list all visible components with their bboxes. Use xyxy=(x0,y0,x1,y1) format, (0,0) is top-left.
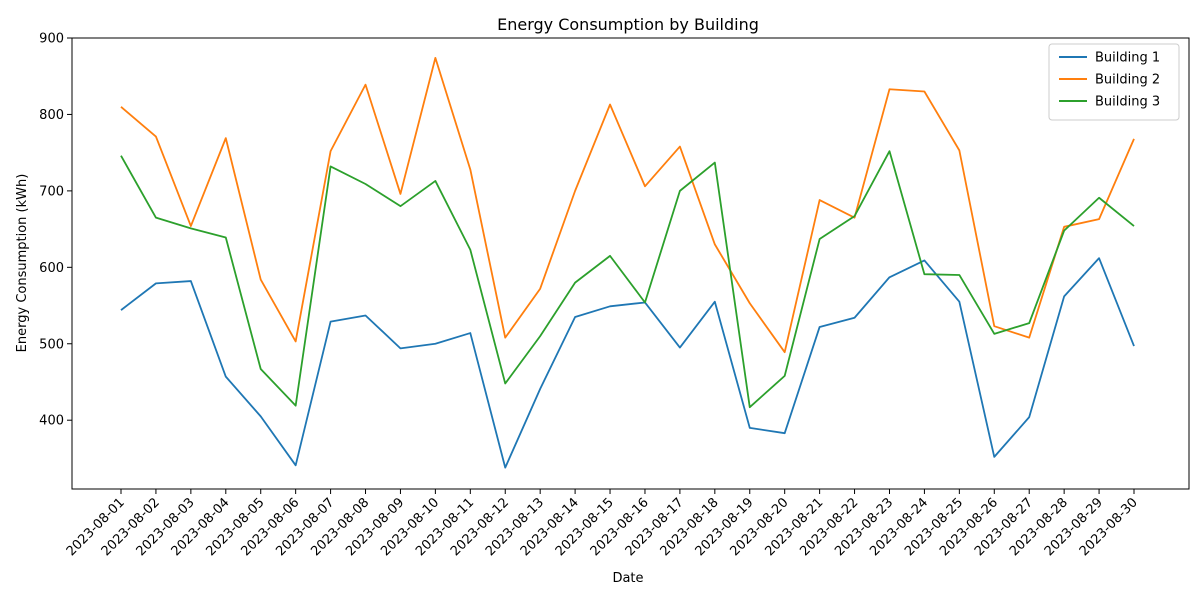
y-tick-label: 400 xyxy=(39,414,64,429)
legend-label: Building 1 xyxy=(1095,51,1160,66)
series-line-building-2 xyxy=(120,56,1135,354)
y-tick-label: 900 xyxy=(39,32,64,47)
legend-label: Building 2 xyxy=(1095,73,1160,88)
series-line-building-1 xyxy=(120,257,1135,469)
y-tick-label: 800 xyxy=(39,108,64,123)
chart-title: Energy Consumption by Building xyxy=(497,15,759,34)
series-line-building-3 xyxy=(120,150,1135,409)
axes-frame xyxy=(71,37,1190,490)
y-axis-label: Energy Consumption (kWh) xyxy=(15,174,30,353)
y-tick-label: 700 xyxy=(39,184,64,199)
y-tick-label: 600 xyxy=(39,261,64,276)
x-axis-label: Date xyxy=(612,571,643,586)
legend: Building 1 Building 2 Building 3 xyxy=(1048,43,1180,121)
y-tick-label: 500 xyxy=(39,337,64,352)
legend-label: Building 3 xyxy=(1095,95,1160,110)
